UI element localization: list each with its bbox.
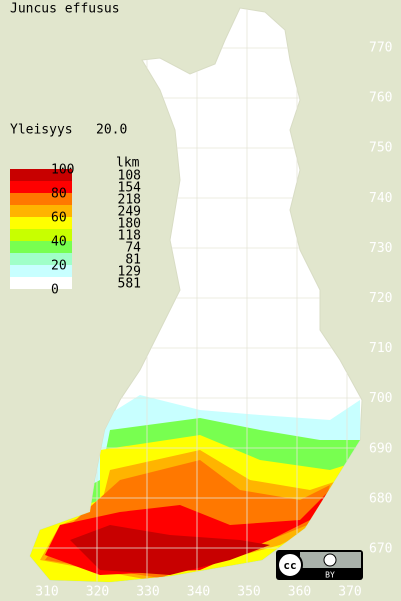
cc-circle [277,552,303,578]
legend-swatch [10,193,72,205]
legend-scale-label: 80 [51,187,67,202]
x-axis-label: 320 [86,585,109,600]
map-title: Juncus effusus [10,2,120,17]
y-axis-label: 710 [369,341,392,356]
y-axis-label: 750 [369,141,392,156]
x-axis-label: 360 [288,585,311,600]
legend-count: 108 [118,169,141,184]
legend-count: 118 [118,229,141,244]
legend-swatch [10,217,72,229]
legend-count: 81 [125,253,141,268]
legend-scale-label: 60 [51,211,67,226]
legend-swatch [10,229,72,241]
range-band [70,525,270,575]
distribution [30,395,362,582]
legend-count: 218 [118,193,141,208]
y-axis-label: 730 [369,241,392,256]
count-header: lkm [116,156,140,171]
y-axis-label: 680 [369,491,392,506]
by-label: BY [325,571,335,580]
frequency-label: Yleisyys [10,123,73,138]
x-axis-label: 310 [35,585,58,600]
legend-swatch [10,205,72,217]
legend-swatch [10,265,72,277]
legend-count: 154 [118,181,142,196]
x-axis-label: 350 [237,585,260,600]
y-axis-label: 760 [369,91,392,106]
cc-symbol: cc [283,559,296,572]
x-axis-label: 370 [338,585,361,600]
y-axis-label: 720 [369,291,392,306]
legend-scale-label: 100 [51,163,74,178]
legend-swatch [10,277,72,289]
legend-swatch [10,169,72,181]
legend-count: 74 [125,241,141,256]
x-axis-label: 340 [187,585,210,600]
legend-swatch [10,181,72,193]
legend-count: 180 [118,217,141,232]
y-axis-label: 740 [369,191,392,206]
legend-count: 581 [118,277,141,292]
legend-swatch [10,241,72,253]
legend-scale-label: 20 [51,259,67,274]
y-axis-label: 670 [369,542,392,557]
legend-count: 249 [118,205,141,220]
frequency-value: 20.0 [96,123,127,138]
legend-count: 129 [118,265,141,280]
license-badge: cc BY [276,550,363,580]
by-icon [323,553,337,567]
y-axis-label: 700 [369,391,392,406]
legend-scale-label: 40 [51,235,67,250]
legend-swatch [10,253,72,265]
y-axis-label: 690 [369,441,392,456]
x-axis-label: 330 [136,585,159,600]
y-axis-label: 770 [369,41,392,56]
legend-scale-label: 0 [51,283,59,298]
